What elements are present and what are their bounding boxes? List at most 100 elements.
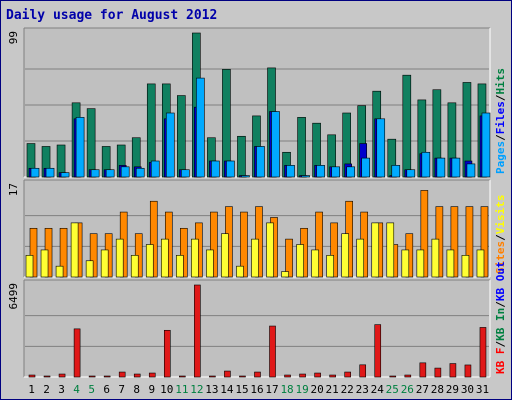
day-tick-label: 22 [341,383,354,396]
day-tick-label: 18 [280,383,293,396]
day-tick-label: 3 [58,383,65,396]
middle-bar-sites [59,227,68,278]
middle-bar-sites [180,227,188,278]
middle-bar-sites [450,206,459,278]
bottom-legend: KB F/KB In/KB Out [494,261,507,374]
day-tick-label: 30 [461,383,474,396]
top-bar-pages [301,175,310,178]
middle-bar-sites [210,211,218,278]
top-bar-pages [376,118,386,178]
middle-bar-visits [130,255,139,278]
middle-bar-visits [145,244,154,278]
middle-bar-visits [70,222,79,278]
day-tick-label: 21 [326,383,339,396]
legend-kb-f: KB F [494,348,507,375]
bottom-bar-kb-f [88,375,96,378]
middle-bar-visits [401,249,410,278]
top-bar-pages [316,165,325,178]
day-tick-label: 5 [88,383,95,396]
top-bar-pages [90,169,100,178]
middle-bar-visits [446,249,455,278]
middle-bar-visits [461,255,470,278]
middle-bar-visits [85,260,94,278]
day-tick-label: 24 [371,383,385,396]
day-tick-label: 25 [386,383,399,396]
day-tick-label: 7 [118,383,125,396]
top-bar-pages [451,157,461,178]
day-tick-label: 28 [431,383,444,396]
top-bar-pages [120,166,130,178]
day-tick-label: 20 [311,383,324,396]
day-tick-label: 2 [43,383,50,396]
bottom-plot-area [24,280,490,377]
bottom-bar-kb-f [434,367,442,378]
bottom-bar-kb-f [148,372,156,378]
top-bar-pages [256,146,265,178]
bottom-bar-kb-f [239,375,246,378]
bottom-bar-kb-f [269,325,276,378]
middle-max-label: 17 [7,183,20,196]
middle-bar-visits [160,238,169,278]
middle-bar-sites [240,211,248,278]
middle-bar-visits [206,249,214,278]
legend-pages: Pages [494,141,507,174]
legend-visits: Visits [494,195,507,235]
middle-legend: Sites/Visits [494,195,507,275]
middle-bar-visits [281,271,289,278]
top-bar-pages [271,111,280,178]
legend-hits: Hits [494,68,507,95]
top-bar-pages [150,160,160,178]
top-bar-hits [402,74,412,178]
day-tick-label: 23 [356,383,369,396]
top-bar-pages [60,172,70,178]
top-bar-pages [135,167,145,178]
top-bar-pages [165,112,175,178]
top-bar-pages [45,167,55,178]
middle-bar-sites [149,200,158,278]
legend-separator: / [494,134,507,141]
middle-bar-visits [266,222,274,278]
top-bar-hits [86,108,96,178]
chart-title: Daily usage for August 2012 [6,8,217,23]
middle-bar-visits [296,244,304,278]
top-bar-pages [346,166,355,178]
top-bar-pages [286,165,295,178]
middle-bar-visits [100,249,109,278]
day-tick-label: 16 [250,383,263,396]
legend-separator: / [494,341,507,348]
top-bar-hits [177,95,186,178]
top-bar-pages [241,175,250,178]
middle-bar-visits [115,238,124,278]
bottom-bar-kb-f [28,374,36,378]
bottom-bar-kb-f [254,371,261,378]
bottom-bar-kb-f [299,373,306,378]
day-tick-label: 29 [446,383,459,396]
top-bar-pages [421,151,431,178]
top-bar-pages [211,160,220,178]
top-bar-pages [30,167,40,178]
bottom-bar-kb-f [118,371,126,378]
bottom-bar-kb-f [404,374,412,378]
bottom-bar-kb-f [449,363,457,378]
legend-separator: / [494,301,507,308]
day-tick-label: 14 [220,383,234,396]
legend-separator: / [494,94,507,101]
bottom-bar-kb-f [329,374,336,378]
day-tick-label: 19 [295,383,308,396]
top-bar-pages [481,112,491,178]
bottom-panel: 6499 KB F/KB In/KB Out [7,261,507,378]
bottom-bar-kb-f [224,370,231,378]
day-tick-label: 31 [476,383,489,396]
middle-bar-visits [55,265,64,278]
top-bar-pages [361,157,371,178]
bottom-bar-kb-f [209,375,216,378]
day-tick-label: 9 [148,383,155,396]
middle-bar-visits [40,249,49,278]
middle-bar-visits [25,255,34,278]
middle-bar-visits [221,233,229,278]
bottom-max-label: 6499 [7,283,20,310]
top-bar-pages [226,160,235,178]
middle-bar-visits [431,238,440,278]
top-max-label: 99 [7,31,20,44]
